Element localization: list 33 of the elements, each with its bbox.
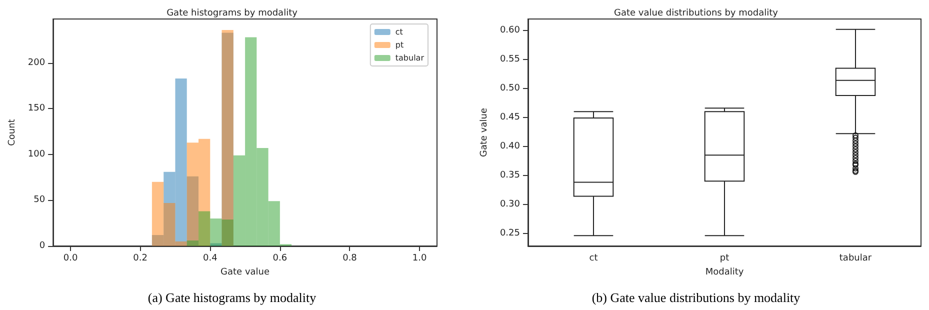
- legend-label: ct: [395, 28, 403, 36]
- x-tick-label: pt: [720, 254, 730, 264]
- x-tick-label: 1.0: [412, 254, 427, 264]
- chart-title: Gate value distributions by modality: [614, 8, 779, 18]
- y-tick-label: 0.60: [500, 26, 520, 36]
- y-tick-label: 50: [34, 195, 46, 206]
- y-tick-label: 200: [28, 58, 46, 68]
- text: (a) Gate histograms by modality: [148, 290, 317, 305]
- x-tick-label: 0.0: [63, 254, 78, 264]
- legend-label: tabular: [395, 54, 425, 62]
- text: (b) Gate value distributions by modality: [592, 290, 801, 305]
- x-tick-label: tabular: [839, 254, 872, 264]
- y-tick-label: 0: [39, 241, 46, 251]
- x-tick-label: 0.2: [133, 254, 148, 264]
- y-tick-label: 0.55: [500, 54, 520, 65]
- chart-title: Gate histograms by modality: [166, 8, 298, 18]
- y-tick-label: 100: [28, 149, 46, 160]
- x-axis-title: Modality: [705, 267, 744, 278]
- y-tick-label: 0.35: [500, 170, 520, 180]
- y-tick-label: 0.50: [500, 83, 520, 94]
- x-tick-label: 0.6: [272, 254, 288, 264]
- y-tick-label: 0.30: [500, 199, 520, 210]
- x-axis-title: Gate value: [220, 267, 270, 278]
- x-tick-label: ct: [589, 254, 598, 264]
- y-tick-label: 150: [28, 104, 46, 114]
- x-tick-label: 0.8: [342, 254, 358, 264]
- y-axis-title: Count: [8, 118, 18, 146]
- y-tick-label: 0.25: [500, 228, 520, 238]
- legend-label: pt: [395, 40, 404, 50]
- y-tick-label: 0.40: [500, 141, 520, 152]
- x-tick-label: 0.4: [202, 254, 218, 264]
- y-tick-label: 0.45: [500, 112, 520, 122]
- y-axis-title: Gate value: [480, 108, 490, 157]
